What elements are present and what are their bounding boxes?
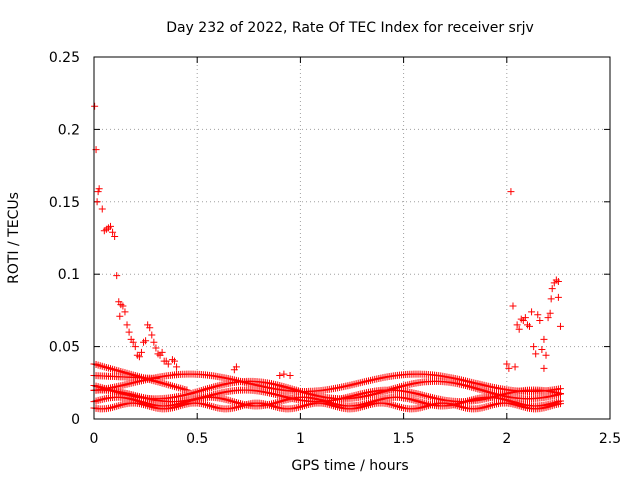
x-tick-label: 1 [296, 431, 305, 447]
data-point [116, 312, 124, 320]
data-point [542, 351, 550, 359]
data-point [540, 335, 548, 343]
data-point [556, 322, 564, 330]
data-point [119, 302, 127, 310]
data-point [123, 321, 131, 329]
y-tick-label: 0.25 [49, 50, 80, 66]
data-point [511, 363, 519, 371]
data-point [556, 400, 564, 408]
data-point [532, 350, 540, 358]
data-point [547, 295, 555, 303]
data-point [152, 374, 160, 382]
data-point [554, 293, 562, 301]
y-tick-label: 0.2 [58, 122, 80, 138]
data-points [90, 102, 564, 413]
x-tick-label: 0.5 [186, 431, 208, 447]
data-point [544, 314, 552, 322]
data-point [91, 102, 99, 110]
y-tick-label: 0.05 [49, 340, 80, 356]
data-point [526, 322, 534, 330]
data-point [94, 188, 102, 196]
grid [94, 57, 610, 419]
data-point [152, 344, 160, 352]
chart-title: Day 232 of 2022, Rate Of TEC Index for r… [166, 20, 534, 36]
data-point [546, 309, 554, 317]
data-point [276, 372, 284, 380]
data-point [521, 314, 529, 322]
data-point [121, 308, 129, 316]
data-point [515, 325, 523, 333]
data-point [536, 317, 544, 325]
data-point [505, 364, 513, 372]
data-point [507, 188, 515, 196]
data-point [554, 277, 562, 285]
data-point [129, 338, 137, 346]
data-point [109, 228, 117, 236]
data-point [158, 348, 166, 356]
y-tick-label: 0.15 [49, 195, 80, 211]
y-tick-label: 0 [71, 412, 80, 428]
data-point [131, 343, 139, 351]
x-axis-label: GPS time / hours [291, 458, 408, 474]
data-point [135, 353, 143, 361]
data-point [540, 364, 548, 372]
axis-ticks: 0 0.5 1 1.5 2 2.5 0 0.05 0.1 0.15 0.2 0.25 [49, 50, 621, 447]
data-point [503, 360, 511, 368]
data-point [183, 386, 191, 394]
data-point [107, 222, 115, 230]
data-point [528, 308, 536, 316]
x-tick-label: 1.5 [392, 431, 414, 447]
data-point [150, 338, 158, 346]
data-point [93, 198, 101, 206]
data-point [95, 185, 103, 193]
data-point [146, 324, 154, 332]
data-point [513, 321, 521, 329]
x-tick-label: 2.5 [599, 431, 621, 447]
y-axis-label: ROTI / TECUs [6, 192, 22, 284]
data-point [232, 363, 240, 371]
x-tick-label: 2 [502, 431, 511, 447]
data-point [111, 233, 119, 241]
data-point [98, 205, 106, 213]
plot-frame [93, 56, 611, 420]
data-point [142, 337, 150, 345]
data-point [113, 272, 121, 280]
data-point [173, 363, 181, 371]
data-point [530, 343, 538, 351]
data-point [125, 328, 133, 336]
data-point [137, 348, 145, 356]
data-point [164, 360, 172, 368]
data-point [556, 385, 564, 393]
x-tick-label: 0 [90, 431, 99, 447]
data-point [509, 302, 517, 310]
data-point [534, 311, 542, 319]
data-point [173, 370, 181, 378]
y-tick-label: 0.1 [58, 267, 80, 283]
data-point [280, 370, 288, 378]
data-point [286, 372, 294, 380]
data-point [548, 285, 556, 293]
data-point [170, 357, 178, 365]
data-point [148, 331, 156, 339]
data-point [538, 345, 546, 353]
